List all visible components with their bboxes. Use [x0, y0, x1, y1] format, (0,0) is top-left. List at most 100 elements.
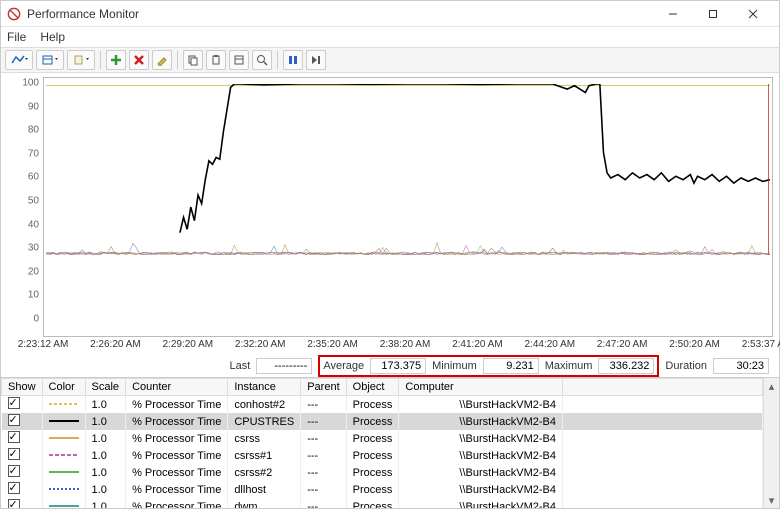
add-counter-button[interactable] — [106, 50, 126, 70]
color-cell — [42, 413, 85, 430]
computer-cell: \\BurstHackVM2-B4 — [399, 413, 563, 430]
table-row[interactable]: 1.0% Processor Timecsrss#2---Process\\Bu… — [2, 464, 763, 481]
show-cell — [2, 481, 43, 498]
duration-label: Duration — [665, 360, 707, 372]
window-title: Performance Monitor — [27, 7, 653, 21]
maximum-label: Maximum — [545, 360, 593, 372]
counter-cell: % Processor Time — [126, 464, 228, 481]
y-tick-label: 20 — [28, 266, 39, 277]
y-tick-label: 30 — [28, 243, 39, 254]
show-cell — [2, 447, 43, 464]
column-header-object[interactable]: Object — [346, 379, 399, 396]
y-axis: 0102030405060708090100 — [7, 77, 43, 337]
data-source-button[interactable] — [36, 50, 64, 70]
scroll-down-icon[interactable]: ▾ — [764, 492, 779, 508]
delete-counter-button[interactable] — [129, 50, 149, 70]
y-tick-label: 70 — [28, 148, 39, 159]
computer-cell: \\BurstHackVM2-B4 — [399, 447, 563, 464]
scale-cell: 1.0 — [85, 447, 126, 464]
chart-area: 0102030405060708090100 2:23:12 AM2:26:20… — [1, 73, 779, 355]
show-checkbox[interactable] — [8, 397, 20, 409]
y-tick-label: 40 — [28, 219, 39, 230]
x-tick-label: 2:29:20 AM — [163, 339, 214, 350]
average-label: Average — [323, 360, 364, 372]
column-header-color[interactable]: Color — [42, 379, 85, 396]
object-cell: Process — [346, 481, 399, 498]
view-type-button[interactable] — [5, 50, 33, 70]
freeze-button[interactable] — [283, 50, 303, 70]
counter-cell: % Processor Time — [126, 498, 228, 508]
minimize-button[interactable] — [653, 2, 693, 26]
update-button[interactable] — [306, 50, 326, 70]
show-checkbox[interactable] — [8, 465, 20, 477]
color-cell — [42, 396, 85, 414]
x-tick-label: 2:44:20 AM — [525, 339, 576, 350]
parent-cell: --- — [301, 396, 346, 414]
log-button[interactable] — [67, 50, 95, 70]
show-checkbox[interactable] — [8, 448, 20, 460]
minimum-label: Minimum — [432, 360, 477, 372]
zoom-button[interactable] — [252, 50, 272, 70]
parent-cell: --- — [301, 481, 346, 498]
column-header-counter[interactable]: Counter — [126, 379, 228, 396]
scale-cell: 1.0 — [85, 413, 126, 430]
show-cell — [2, 413, 43, 430]
counter-table[interactable]: ShowColorScaleCounterInstanceParentObjec… — [1, 378, 763, 508]
show-checkbox[interactable] — [8, 431, 20, 443]
y-tick-label: 10 — [28, 290, 39, 301]
column-header-instance[interactable]: Instance — [228, 379, 301, 396]
y-tick-label: 90 — [28, 101, 39, 112]
table-row[interactable]: 1.0% Processor Timedllhost---Process\\Bu… — [2, 481, 763, 498]
computer-cell: \\BurstHackVM2-B4 — [399, 464, 563, 481]
counter-cell: % Processor Time — [126, 481, 228, 498]
chart-plot[interactable] — [43, 77, 773, 337]
counter-cell: % Processor Time — [126, 447, 228, 464]
toolbar — [1, 47, 779, 73]
color-cell — [42, 498, 85, 508]
x-tick-label: 2:53:37 AM — [742, 339, 780, 350]
object-cell: Process — [346, 430, 399, 447]
table-row[interactable]: 1.0% Processor Timeconhost#2---Process\\… — [2, 396, 763, 414]
close-button[interactable] — [733, 2, 773, 26]
object-cell: Process — [346, 464, 399, 481]
properties-button[interactable] — [229, 50, 249, 70]
show-checkbox[interactable] — [8, 482, 20, 494]
column-header-computer[interactable]: Computer — [399, 379, 563, 396]
stats-bar: Last --------- Average 173.375 Minimum 9… — [1, 355, 779, 377]
counter-table-wrap: ShowColorScaleCounterInstanceParentObjec… — [1, 377, 779, 508]
copy-button[interactable] — [183, 50, 203, 70]
table-row[interactable]: 1.0% Processor TimeCPUSTRES---Process\\B… — [2, 413, 763, 430]
table-row[interactable]: 1.0% Processor Timecsrss#1---Process\\Bu… — [2, 447, 763, 464]
column-header-scale[interactable]: Scale — [85, 379, 126, 396]
menu-file[interactable]: File — [7, 30, 26, 44]
column-header-show[interactable]: Show — [2, 379, 43, 396]
x-tick-label: 2:32:20 AM — [235, 339, 286, 350]
show-cell — [2, 430, 43, 447]
vertical-scrollbar[interactable]: ▴ ▾ — [763, 378, 779, 508]
paste-button[interactable] — [206, 50, 226, 70]
instance-cell: conhost#2 — [228, 396, 301, 414]
show-checkbox[interactable] — [8, 499, 20, 508]
maximize-button[interactable] — [693, 2, 733, 26]
y-tick-label: 80 — [28, 125, 39, 136]
table-row[interactable]: 1.0% Processor Timecsrss---Process\\Burs… — [2, 430, 763, 447]
menu-help[interactable]: Help — [40, 30, 65, 44]
instance-cell: dwm — [228, 498, 301, 508]
x-tick-label: 2:35:20 AM — [307, 339, 358, 350]
show-cell — [2, 464, 43, 481]
scroll-up-icon[interactable]: ▴ — [764, 378, 779, 394]
scale-cell: 1.0 — [85, 430, 126, 447]
computer-cell: \\BurstHackVM2-B4 — [399, 498, 563, 508]
computer-cell: \\BurstHackVM2-B4 — [399, 430, 563, 447]
parent-cell: --- — [301, 413, 346, 430]
scale-cell: 1.0 — [85, 464, 126, 481]
column-header-parent[interactable]: Parent — [301, 379, 346, 396]
show-checkbox[interactable] — [8, 414, 20, 426]
maximum-value: 336.232 — [598, 358, 654, 374]
y-tick-label: 60 — [28, 172, 39, 183]
highlight-button[interactable] — [152, 50, 172, 70]
stats-highlight: Average 173.375 Minimum 9.231 Maximum 33… — [318, 355, 659, 377]
object-cell: Process — [346, 413, 399, 430]
scale-cell: 1.0 — [85, 481, 126, 498]
table-row[interactable]: 1.0% Processor Timedwm---Process\\BurstH… — [2, 498, 763, 508]
